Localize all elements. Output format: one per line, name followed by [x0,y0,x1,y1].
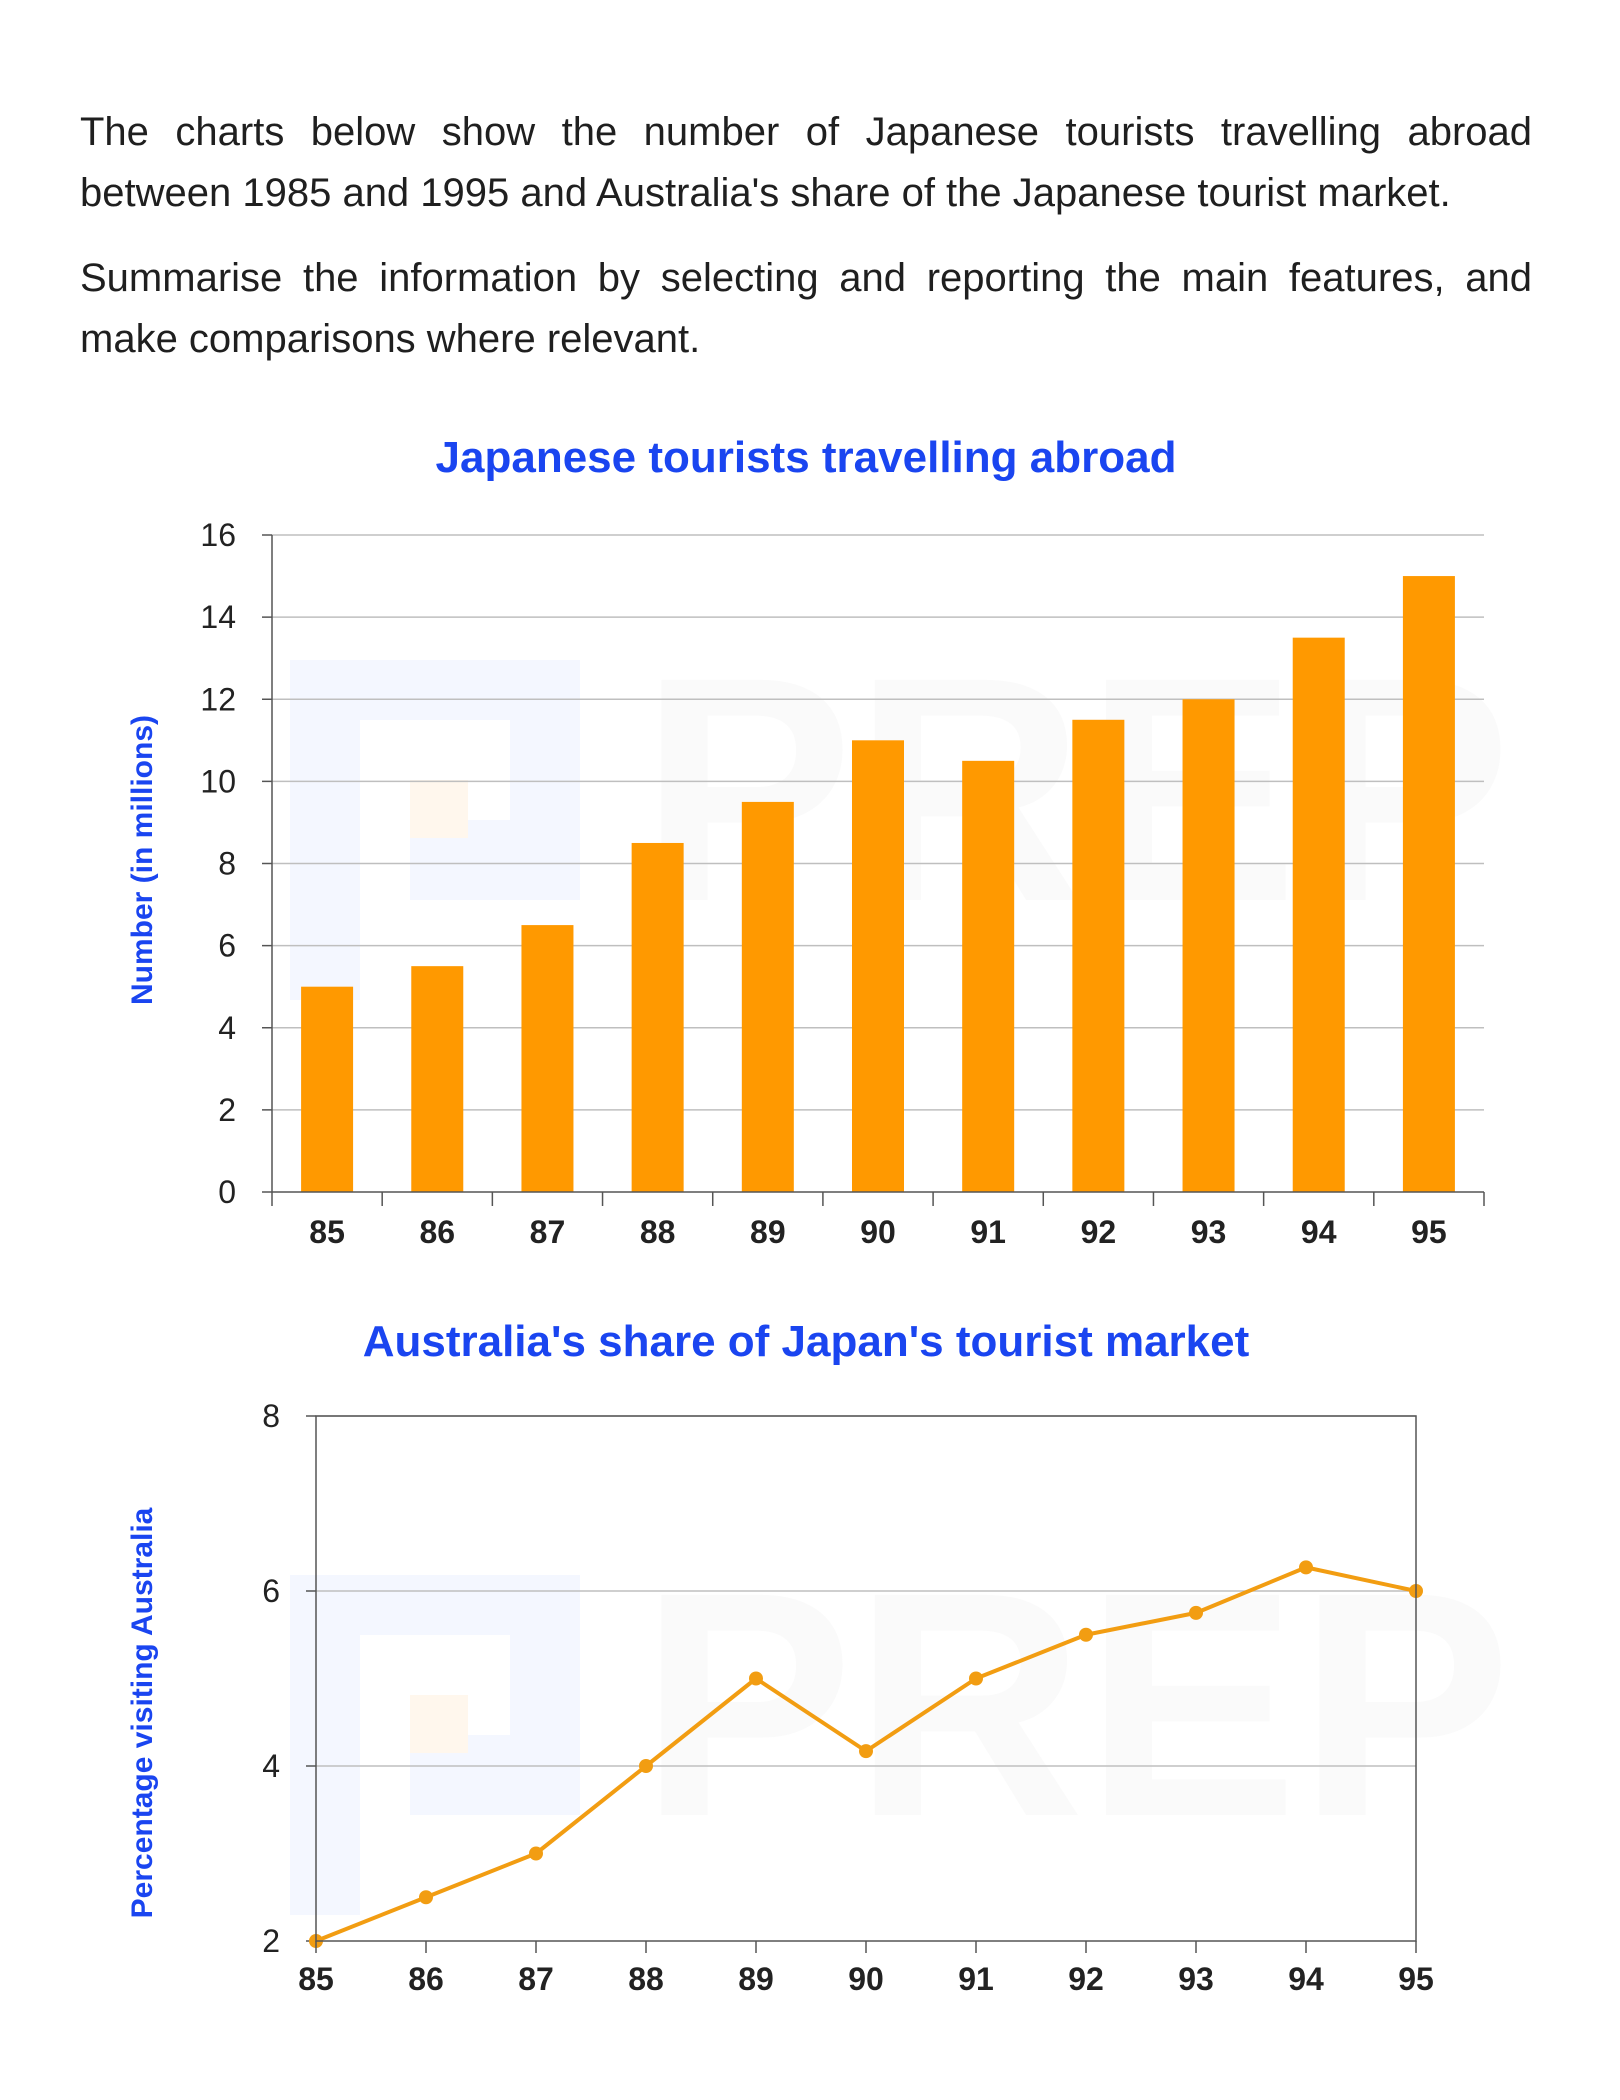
chart2-x-tick-label: 88 [628,1961,664,1997]
chart2-y-tick-label: 4 [262,1748,280,1784]
chart2-x-tick-label: 85 [298,1961,334,1997]
chart2-x-tick-label: 93 [1178,1961,1214,1997]
chart1-x-tick-label: 85 [309,1214,345,1250]
bar-chart-japanese-tourists: Japanese tourists travelling abroad Numb… [126,433,1485,1250]
chart1-y-tick-label: 14 [200,599,236,635]
chart2-x-tick-label: 95 [1398,1961,1434,1997]
watermark-text-bottom: PREP [640,1525,1511,1883]
chart1-x-tick-label: 93 [1191,1214,1227,1250]
chart2-x-tick-label: 90 [848,1961,884,1997]
chart1-y-tick-label: 8 [218,846,236,882]
chart1-y-tick-label: 6 [218,928,236,964]
chart1-x-tick-label: 94 [1301,1214,1337,1250]
chart1-bar [1182,699,1235,1192]
chart1-bar [741,801,794,1192]
chart1-bar [301,986,354,1192]
chart2-y-tick-label: 6 [262,1573,280,1609]
chart1-bar [1402,576,1455,1192]
chart1-y-tick-label: 10 [200,763,236,799]
chart2-y-ticks: 2 4 6 8 [262,1398,316,1959]
chart1-y-tick-label: 2 [218,1092,236,1128]
chart1-bar [962,760,1015,1192]
chart1-y-tick-label: 12 [200,681,236,717]
chart2-data-point [639,1759,653,1773]
chart1-bar [521,925,574,1192]
chart2-series [309,1560,1423,1948]
chart1-y-axis-label: Number (in millions) [126,715,159,1005]
chart1-bars [301,576,1455,1192]
chart2-x-tick-label: 89 [738,1961,774,1997]
chart1-bar [852,740,904,1192]
line-chart-australia-share: Australia's share of Japan's tourist mar… [126,1317,1434,1997]
chart1-x-tick-label: 88 [640,1214,676,1250]
chart1-x-tick-label: 92 [1081,1214,1117,1250]
chart2-data-point [1299,1560,1313,1575]
chart1-bar [1072,719,1125,1192]
chart2-x-tick-label: 87 [518,1961,554,1997]
chart1-x-tick-label: 90 [860,1214,896,1250]
chart2-x-tick-label: 86 [408,1961,444,1997]
chart2-data-point [859,1744,873,1759]
chart2-y-axis-label: Percentage visiting Australia [126,1507,159,1918]
chart1-axes [271,535,1485,1206]
chart2-x-tick-label: 92 [1068,1961,1104,1997]
chart2-data-point [529,1846,543,1861]
chart2-data-point [969,1671,983,1686]
chart2-data-point [749,1671,763,1686]
chart1-x-ticks: 85 86 87 88 89 90 91 92 93 94 95 [309,1214,1446,1250]
chart2-title: Australia's share of Japan's tourist mar… [363,1317,1250,1366]
chart1-bar [411,966,464,1192]
watermark-logo-bottom: PREP [290,1525,1511,1915]
chart2-y-tick-label: 8 [262,1398,280,1434]
chart1-bar [631,842,684,1192]
prompt-paragraph-1: The charts below show the number of Japa… [80,110,1532,215]
chart1-x-tick-label: 87 [530,1214,566,1250]
chart2-x-tick-label: 94 [1288,1961,1324,1997]
chart1-y-tick-label: 4 [218,1010,236,1046]
chart1-y-tick-label: 16 [200,517,236,553]
chart1-y-tick-label: 0 [218,1174,236,1210]
prompt-paragraph-2: Summarise the information by selecting a… [80,256,1532,361]
chart1-x-tick-label: 89 [750,1214,786,1250]
chart2-data-point [1079,1627,1093,1642]
chart1-x-tick-label: 86 [419,1214,455,1250]
chart1-bar [1292,637,1345,1192]
chart2-axes [315,1415,1417,1953]
chart1-y-ticks: 0 2 4 6 8 10 12 14 16 [200,517,272,1210]
task-prompt: The charts below show the number of Japa… [80,102,1532,370]
chart2-x-ticks: 85 86 87 88 89 90 91 92 93 94 95 [298,1961,1434,1997]
chart2-data-point [419,1890,433,1905]
chart2-y-tick-label: 2 [262,1923,280,1959]
chart1-x-tick-label: 91 [970,1214,1006,1250]
chart1-x-tick-label: 95 [1411,1214,1447,1250]
chart2-data-point [1189,1605,1203,1620]
chart2-x-tick-label: 91 [958,1961,994,1997]
chart1-title: Japanese tourists travelling abroad [436,433,1177,482]
